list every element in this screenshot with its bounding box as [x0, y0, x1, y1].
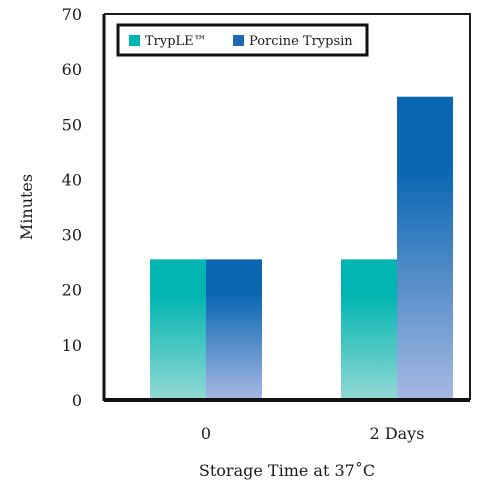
y-tick-labels: 0 10 20 30 40 50 60 70: [62, 5, 82, 410]
bar-tryple-2-days: [341, 259, 397, 400]
y-tick-label: 50: [62, 115, 82, 134]
y-tick-label: 20: [62, 281, 82, 300]
bar-tryple-0: [150, 259, 206, 400]
y-tick-label: 30: [62, 226, 82, 245]
bar-porcine-trypsin-2-days: [397, 96, 453, 400]
x-axis-title: Storage Time at 37˚C: [199, 461, 375, 480]
x-tick-label: 0: [201, 424, 211, 443]
bars-group: [150, 96, 453, 400]
y-tick-label: 0: [72, 391, 82, 410]
y-tick-label: 10: [62, 336, 82, 355]
legend-swatch-tryple: [129, 35, 140, 46]
x-tick-label: 2 Days: [370, 424, 425, 443]
y-tick-label: 40: [62, 170, 82, 189]
x-tick-labels: 0 2 Days: [201, 424, 425, 443]
legend-label-porcine-trypsin: Porcine Trypsin: [249, 34, 353, 49]
legend: TrypLE™ Porcine Trypsin: [116, 23, 369, 57]
legend-label-tryple: TrypLE™: [145, 34, 207, 49]
y-tick-label: 60: [62, 60, 82, 79]
y-tick-label: 70: [62, 5, 82, 24]
y-axis-title: Minutes: [17, 174, 36, 240]
bar-porcine-trypsin-0: [206, 259, 262, 400]
legend-swatch-porcine-trypsin: [233, 35, 244, 46]
